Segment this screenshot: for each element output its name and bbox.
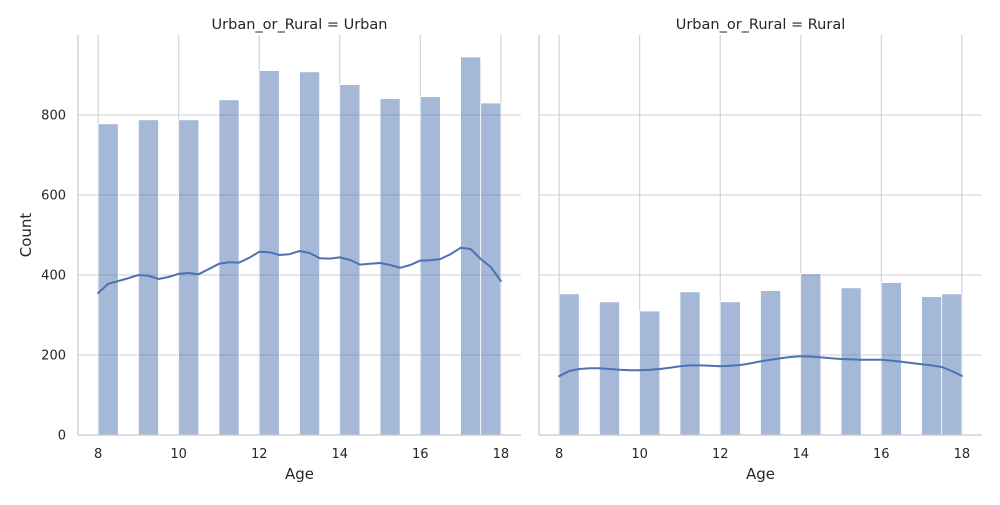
facet-panel-2: 8 10 12 14 16 18 Urban_or_Rural = Rural Age — [538, 17, 982, 483]
x-axis-label: Age — [285, 465, 314, 483]
histogram-bar — [218, 99, 240, 436]
histogram-bar — [480, 102, 502, 436]
facet-panel-1: 8 10 12 14 16 18 0 200 400 600 800 Urban_or_Rural =… — [17, 17, 521, 483]
y-tick-label: 200 — [41, 349, 66, 364]
histogram-bar — [97, 123, 119, 436]
x-tick-label: 16 — [412, 447, 429, 462]
y-tick-label: 800 — [41, 109, 66, 124]
x-tick-label: 14 — [792, 447, 809, 462]
x-tick-label: 10 — [170, 447, 187, 462]
histogram-bar — [941, 293, 963, 436]
histogram-bar — [840, 287, 862, 436]
x-tick-label: 12 — [712, 447, 729, 462]
y-axis-label: Count — [17, 213, 35, 258]
kde-line — [97, 246, 502, 294]
histogram-bar — [558, 293, 580, 436]
x-tick-label: 14 — [331, 447, 348, 462]
x-tick-label: 10 — [631, 447, 648, 462]
x-axis-label: Age — [746, 465, 775, 483]
x-tick-label: 16 — [873, 447, 890, 462]
y-tick-label: 400 — [41, 269, 66, 284]
y-tick-label: 0 — [58, 429, 66, 444]
x-tick-label: 8 — [94, 447, 102, 462]
histogram-bar — [679, 291, 701, 436]
x-tick-label: 12 — [251, 447, 268, 462]
y-tick-label: 600 — [41, 189, 66, 204]
histogram-bar — [719, 301, 741, 436]
x-tick-label: 8 — [555, 447, 563, 462]
histogram-bar — [639, 310, 661, 436]
histogram-bar — [178, 119, 200, 436]
histogram-bar — [800, 273, 822, 436]
histogram-bar — [880, 282, 902, 436]
x-tick-label: 18 — [954, 447, 971, 462]
histogram-bar — [419, 96, 441, 436]
histogram-bar — [760, 290, 782, 436]
facet-title: Urban_or_Rural = Rural — [676, 17, 846, 33]
facet-title: Urban_or_Rural = Urban — [212, 17, 388, 33]
kde-line — [558, 355, 963, 378]
x-tick-label: 18 — [493, 447, 510, 462]
histogram-bar — [460, 56, 482, 436]
